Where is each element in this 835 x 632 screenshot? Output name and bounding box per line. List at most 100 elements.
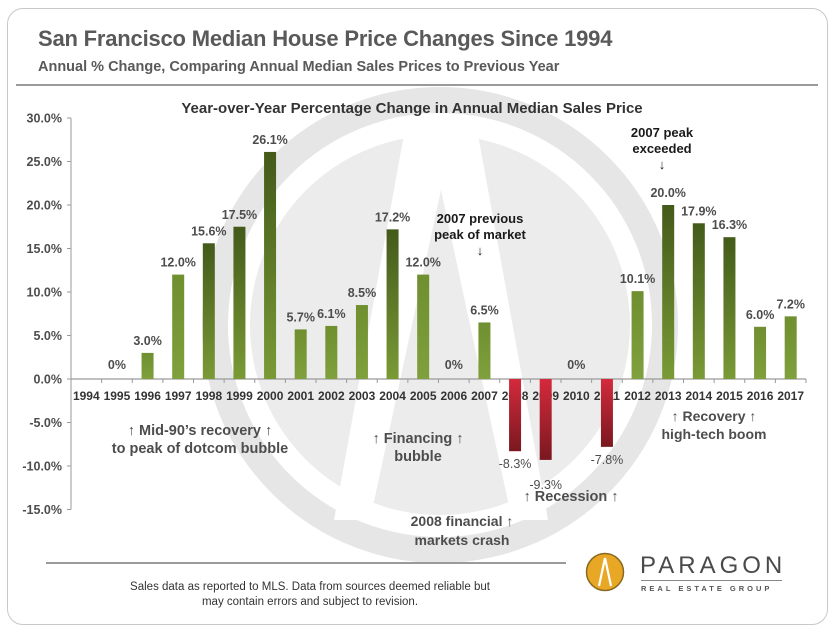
data-label-2015: 16.3% bbox=[712, 218, 747, 232]
bar-2009 bbox=[539, 379, 552, 460]
x-tick-label: 1995 bbox=[104, 389, 131, 403]
bar-1998 bbox=[202, 243, 215, 379]
footer-note: Sales data as reported to MLS. Data from… bbox=[80, 580, 540, 610]
annotation-5-line-2: ↓ bbox=[659, 157, 666, 172]
data-label-2011: -7.8% bbox=[591, 453, 624, 467]
x-tick-label: 2014 bbox=[685, 389, 712, 403]
watermark-a-shape bbox=[334, 118, 548, 520]
bar-1996 bbox=[141, 352, 154, 379]
x-tick-label: 2015 bbox=[716, 389, 743, 403]
chart-title: Year-over-Year Percentage Change in Annu… bbox=[181, 100, 642, 117]
annotation-5-line-0: 2007 peak bbox=[631, 125, 694, 140]
bar-1997 bbox=[172, 274, 185, 379]
x-tick-label: 2002 bbox=[318, 389, 345, 403]
annotation-0-line-1: to peak of dotcom bubble bbox=[112, 441, 288, 457]
data-label-2012: 10.1% bbox=[620, 272, 655, 286]
data-label-2004: 17.2% bbox=[375, 210, 410, 224]
data-label-2010: 0% bbox=[567, 358, 585, 372]
data-label-2007: 6.5% bbox=[470, 303, 499, 317]
annotation-6-line-0: ↑ Recovery ↑ bbox=[672, 408, 757, 424]
bar-2015 bbox=[723, 237, 736, 379]
x-tick-label: 2000 bbox=[257, 389, 284, 403]
x-tick-label: 2004 bbox=[379, 389, 406, 403]
brand-name: PARAGON bbox=[640, 552, 787, 579]
y-tick-label: 25.0% bbox=[27, 155, 62, 169]
x-tick-label: 2016 bbox=[747, 389, 774, 403]
bar-2011 bbox=[600, 379, 613, 447]
data-label-1999: 17.5% bbox=[222, 208, 257, 222]
bar-2001 bbox=[294, 329, 307, 379]
data-label-2005: 12.0% bbox=[405, 256, 440, 270]
x-tick-label: 2003 bbox=[349, 389, 376, 403]
x-tick-label: 1998 bbox=[195, 389, 222, 403]
x-tick-label: 1996 bbox=[134, 389, 161, 403]
x-tick-label: 2013 bbox=[655, 389, 682, 403]
x-tick-label: 2006 bbox=[440, 389, 467, 403]
bar-2016 bbox=[754, 326, 767, 379]
y-tick-label: 30.0% bbox=[27, 112, 62, 126]
data-label-2006: 0% bbox=[445, 358, 463, 372]
annotation-0-line-0: ↑ Mid-90’s recovery ↑ bbox=[128, 423, 273, 439]
x-tick-label: 2017 bbox=[777, 389, 804, 403]
x-tick-label: 2001 bbox=[287, 389, 314, 403]
annotation-4-line-0: 2008 financial ↑ bbox=[411, 513, 514, 529]
footer-note-line-1: Sales data as reported to MLS. Data from… bbox=[130, 581, 490, 593]
x-tick-label: 1999 bbox=[226, 389, 253, 403]
data-label-2000: 26.1% bbox=[252, 133, 287, 147]
annotation-2-line-1: peak of market bbox=[434, 227, 526, 242]
paragon-logo-icon bbox=[585, 552, 625, 592]
bar-2000 bbox=[264, 151, 277, 379]
page-subtitle: Annual % Change, Comparing Annual Median… bbox=[38, 59, 560, 75]
y-tick-label: 0.0% bbox=[34, 373, 63, 387]
data-label-2013: 20.0% bbox=[650, 186, 685, 200]
annotation-2-line-2: ↓ bbox=[477, 243, 484, 258]
x-tick-label: 2012 bbox=[624, 389, 651, 403]
data-label-2003: 8.5% bbox=[348, 286, 377, 300]
header-divider bbox=[16, 84, 818, 86]
data-label-2002: 6.1% bbox=[317, 307, 346, 321]
annotation-1-line-0: ↑ Financing ↑ bbox=[372, 431, 463, 447]
bar-2002 bbox=[325, 325, 338, 379]
annotation-6-line-1: high-tech boom bbox=[662, 426, 767, 442]
data-label-2014: 17.9% bbox=[681, 204, 716, 218]
annotation-4-line-1: markets crash bbox=[415, 532, 510, 548]
annotation-3-line-0: ↑ Recession ↑ bbox=[523, 489, 618, 505]
footer-note-line-2: may contain errors and subject to revisi… bbox=[201, 596, 419, 608]
x-tick-label: 1994 bbox=[73, 389, 100, 403]
bar-2004 bbox=[386, 229, 399, 379]
annotation-5-line-1: exceeded bbox=[632, 141, 691, 156]
brand-divider bbox=[641, 580, 782, 581]
data-label-2009: -9.3% bbox=[529, 478, 562, 492]
annotation-1-line-1: bubble bbox=[394, 449, 442, 465]
y-tick-label: -5.0% bbox=[29, 416, 62, 430]
data-label-1997: 12.0% bbox=[160, 256, 195, 270]
x-tick-label: 2010 bbox=[563, 389, 590, 403]
bar-1999 bbox=[233, 226, 246, 379]
annotation-2-line-0: 2007 previous bbox=[437, 211, 524, 226]
y-tick-label: -15.0% bbox=[22, 503, 62, 517]
y-tick-label: 20.0% bbox=[27, 199, 62, 213]
data-label-2017: 7.2% bbox=[776, 297, 805, 311]
data-label-2008: -8.3% bbox=[499, 457, 532, 471]
bar-2008 bbox=[509, 379, 522, 452]
data-label-1996: 3.0% bbox=[133, 334, 162, 348]
bar-2013 bbox=[662, 205, 675, 379]
y-tick-label: 15.0% bbox=[27, 242, 62, 256]
x-tick-label: 2005 bbox=[410, 389, 437, 403]
bar-2003 bbox=[355, 305, 368, 379]
watermark-logo bbox=[202, 87, 678, 563]
page-title: San Francisco Median House Price Changes… bbox=[38, 26, 613, 51]
x-tick-label: 2007 bbox=[471, 389, 498, 403]
bar-2014 bbox=[692, 223, 705, 379]
data-label-2001: 5.7% bbox=[286, 310, 315, 324]
bar-2007 bbox=[478, 322, 491, 379]
data-label-2016: 6.0% bbox=[746, 308, 775, 322]
bar-2017 bbox=[784, 316, 797, 379]
watermark-disc bbox=[250, 135, 630, 515]
y-tick-label: -10.0% bbox=[22, 460, 62, 474]
x-tick-label: 1997 bbox=[165, 389, 192, 403]
bar-2005 bbox=[417, 274, 430, 379]
footer-divider bbox=[46, 562, 566, 564]
y-tick-label: 10.0% bbox=[27, 286, 62, 300]
